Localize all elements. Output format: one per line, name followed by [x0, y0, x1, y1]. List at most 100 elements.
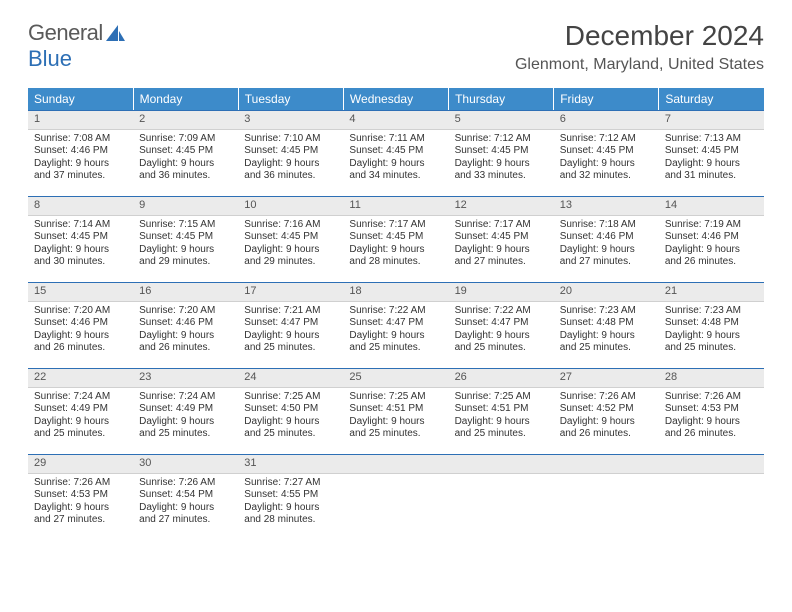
daylight-text: and 25 minutes.: [244, 342, 337, 355]
daylight-text: and 26 minutes.: [665, 256, 758, 269]
sunrise-text: Sunrise: 7:25 AM: [244, 391, 337, 404]
calendar-day-cell: 13Sunrise: 7:18 AMSunset: 4:46 PMDayligh…: [554, 196, 659, 282]
sunset-text: Sunset: 4:45 PM: [455, 145, 548, 158]
sunrise-text: Sunrise: 7:11 AM: [349, 133, 442, 146]
sunset-text: Sunset: 4:46 PM: [560, 231, 653, 244]
sunset-text: Sunset: 4:47 PM: [349, 317, 442, 330]
daylight-text: and 28 minutes.: [244, 514, 337, 527]
weekday-header: Tuesday: [238, 88, 343, 110]
calendar-day-cell: 21Sunrise: 7:23 AMSunset: 4:48 PMDayligh…: [659, 282, 764, 368]
day-number: 30: [133, 455, 238, 473]
sunrise-text: Sunrise: 7:24 AM: [34, 391, 127, 404]
sunrise-text: Sunrise: 7:12 AM: [455, 133, 548, 146]
sunrise-text: Sunrise: 7:23 AM: [665, 305, 758, 318]
brand-word-1: General: [28, 20, 103, 46]
sunset-text: Sunset: 4:47 PM: [455, 317, 548, 330]
calendar-day-cell: 5Sunrise: 7:12 AMSunset: 4:45 PMDaylight…: [449, 110, 554, 196]
daylight-text: and 25 minutes.: [349, 428, 442, 441]
day-number: 4: [343, 111, 448, 129]
day-number: [449, 455, 554, 473]
sunrise-text: Sunrise: 7:15 AM: [139, 219, 232, 232]
weekday-header: Saturday: [659, 88, 764, 110]
daylight-text: and 26 minutes.: [665, 428, 758, 441]
sunrise-text: Sunrise: 7:23 AM: [560, 305, 653, 318]
day-number: 10: [238, 197, 343, 215]
sunrise-text: Sunrise: 7:18 AM: [560, 219, 653, 232]
day-number: 14: [659, 197, 764, 215]
daylight-text: and 25 minutes.: [139, 428, 232, 441]
sunrise-text: Sunrise: 7:27 AM: [244, 477, 337, 490]
daylight-text: and 29 minutes.: [139, 256, 232, 269]
daylight-text: Daylight: 9 hours: [244, 502, 337, 515]
calendar-day-cell: 18Sunrise: 7:22 AMSunset: 4:47 PMDayligh…: [343, 282, 448, 368]
day-number: 1: [28, 111, 133, 129]
day-number: 22: [28, 369, 133, 387]
sunset-text: Sunset: 4:46 PM: [665, 231, 758, 244]
calendar-day-cell: 16Sunrise: 7:20 AMSunset: 4:46 PMDayligh…: [133, 282, 238, 368]
day-number: 11: [343, 197, 448, 215]
sunrise-text: Sunrise: 7:24 AM: [139, 391, 232, 404]
daylight-text: Daylight: 9 hours: [665, 244, 758, 257]
sunset-text: Sunset: 4:45 PM: [244, 231, 337, 244]
daylight-text: and 27 minutes.: [34, 514, 127, 527]
daylight-text: Daylight: 9 hours: [139, 502, 232, 515]
calendar-day-cell: 2Sunrise: 7:09 AMSunset: 4:45 PMDaylight…: [133, 110, 238, 196]
day-number: 3: [238, 111, 343, 129]
day-number: 19: [449, 283, 554, 301]
day-number: 20: [554, 283, 659, 301]
daylight-text: Daylight: 9 hours: [349, 416, 442, 429]
sunrise-text: Sunrise: 7:16 AM: [244, 219, 337, 232]
daylight-text: and 26 minutes.: [139, 342, 232, 355]
calendar-day-cell: 19Sunrise: 7:22 AMSunset: 4:47 PMDayligh…: [449, 282, 554, 368]
sunrise-text: Sunrise: 7:10 AM: [244, 133, 337, 146]
calendar-day-cell: 9Sunrise: 7:15 AMSunset: 4:45 PMDaylight…: [133, 196, 238, 282]
weekday-header: Sunday: [28, 88, 133, 110]
calendar-day-cell: 23Sunrise: 7:24 AMSunset: 4:49 PMDayligh…: [133, 368, 238, 454]
day-number: 16: [133, 283, 238, 301]
sunset-text: Sunset: 4:51 PM: [349, 403, 442, 416]
day-number: 12: [449, 197, 554, 215]
calendar-day-cell: 28Sunrise: 7:26 AMSunset: 4:53 PMDayligh…: [659, 368, 764, 454]
sunset-text: Sunset: 4:52 PM: [560, 403, 653, 416]
brand-sail-icon: [105, 23, 127, 43]
calendar-day-cell: 25Sunrise: 7:25 AMSunset: 4:51 PMDayligh…: [343, 368, 448, 454]
calendar-day-cell: [659, 454, 764, 540]
daylight-text: and 25 minutes.: [455, 342, 548, 355]
calendar-day-cell: 30Sunrise: 7:26 AMSunset: 4:54 PMDayligh…: [133, 454, 238, 540]
daylight-text: Daylight: 9 hours: [560, 158, 653, 171]
calendar-day-cell: 20Sunrise: 7:23 AMSunset: 4:48 PMDayligh…: [554, 282, 659, 368]
daylight-text: and 27 minutes.: [139, 514, 232, 527]
daylight-text: and 25 minutes.: [349, 342, 442, 355]
daylight-text: and 26 minutes.: [34, 342, 127, 355]
daylight-text: and 37 minutes.: [34, 170, 127, 183]
daylight-text: and 30 minutes.: [34, 256, 127, 269]
sunset-text: Sunset: 4:47 PM: [244, 317, 337, 330]
sunrise-text: Sunrise: 7:21 AM: [244, 305, 337, 318]
day-number: 26: [449, 369, 554, 387]
day-number: 27: [554, 369, 659, 387]
calendar-day-cell: 26Sunrise: 7:25 AMSunset: 4:51 PMDayligh…: [449, 368, 554, 454]
calendar-day-cell: 4Sunrise: 7:11 AMSunset: 4:45 PMDaylight…: [343, 110, 448, 196]
day-number: 13: [554, 197, 659, 215]
month-title: December 2024: [515, 20, 764, 52]
calendar-day-cell: 14Sunrise: 7:19 AMSunset: 4:46 PMDayligh…: [659, 196, 764, 282]
sunset-text: Sunset: 4:46 PM: [139, 317, 232, 330]
daylight-text: Daylight: 9 hours: [455, 330, 548, 343]
calendar-week-row: 29Sunrise: 7:26 AMSunset: 4:53 PMDayligh…: [28, 454, 764, 540]
sunset-text: Sunset: 4:48 PM: [665, 317, 758, 330]
daylight-text: and 27 minutes.: [455, 256, 548, 269]
day-number: 29: [28, 455, 133, 473]
weekday-header: Thursday: [449, 88, 554, 110]
calendar-day-cell: 10Sunrise: 7:16 AMSunset: 4:45 PMDayligh…: [238, 196, 343, 282]
daylight-text: Daylight: 9 hours: [560, 330, 653, 343]
day-number: 17: [238, 283, 343, 301]
daylight-text: Daylight: 9 hours: [455, 244, 548, 257]
daylight-text: Daylight: 9 hours: [34, 502, 127, 515]
day-number: 18: [343, 283, 448, 301]
calendar-day-cell: 15Sunrise: 7:20 AMSunset: 4:46 PMDayligh…: [28, 282, 133, 368]
sunset-text: Sunset: 4:45 PM: [349, 145, 442, 158]
daylight-text: Daylight: 9 hours: [139, 244, 232, 257]
day-number: 9: [133, 197, 238, 215]
weekday-header: Wednesday: [343, 88, 448, 110]
weekday-header: Friday: [554, 88, 659, 110]
